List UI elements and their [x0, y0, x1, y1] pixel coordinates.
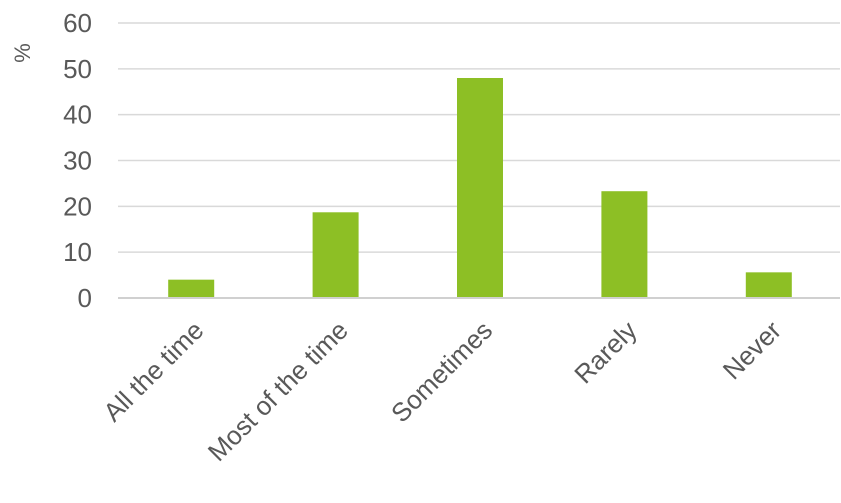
y-tick-label: 50	[63, 54, 92, 84]
bar	[601, 191, 648, 298]
x-tick-label: Most of the time	[202, 315, 354, 467]
x-tick-label: All the time	[97, 315, 209, 427]
y-tick-label: 60	[63, 8, 92, 38]
x-tick-label: Never	[717, 315, 787, 385]
y-tick-label: 10	[63, 237, 92, 267]
y-axis-label: %	[10, 43, 35, 63]
y-tick-label: 30	[63, 146, 92, 176]
bar	[457, 78, 503, 298]
x-tick-label: Sometimes	[385, 315, 498, 428]
bar	[312, 212, 359, 298]
y-tick-label: 0	[78, 283, 92, 313]
y-tick-label: 20	[63, 191, 92, 221]
y-tick-label: 40	[63, 100, 92, 130]
bar	[168, 279, 215, 298]
x-tick-label: Rarely	[568, 315, 642, 389]
bar	[745, 272, 792, 298]
y-axis-ticks: 0 10 20 30 40 50 60	[63, 8, 92, 313]
bars	[168, 78, 792, 298]
